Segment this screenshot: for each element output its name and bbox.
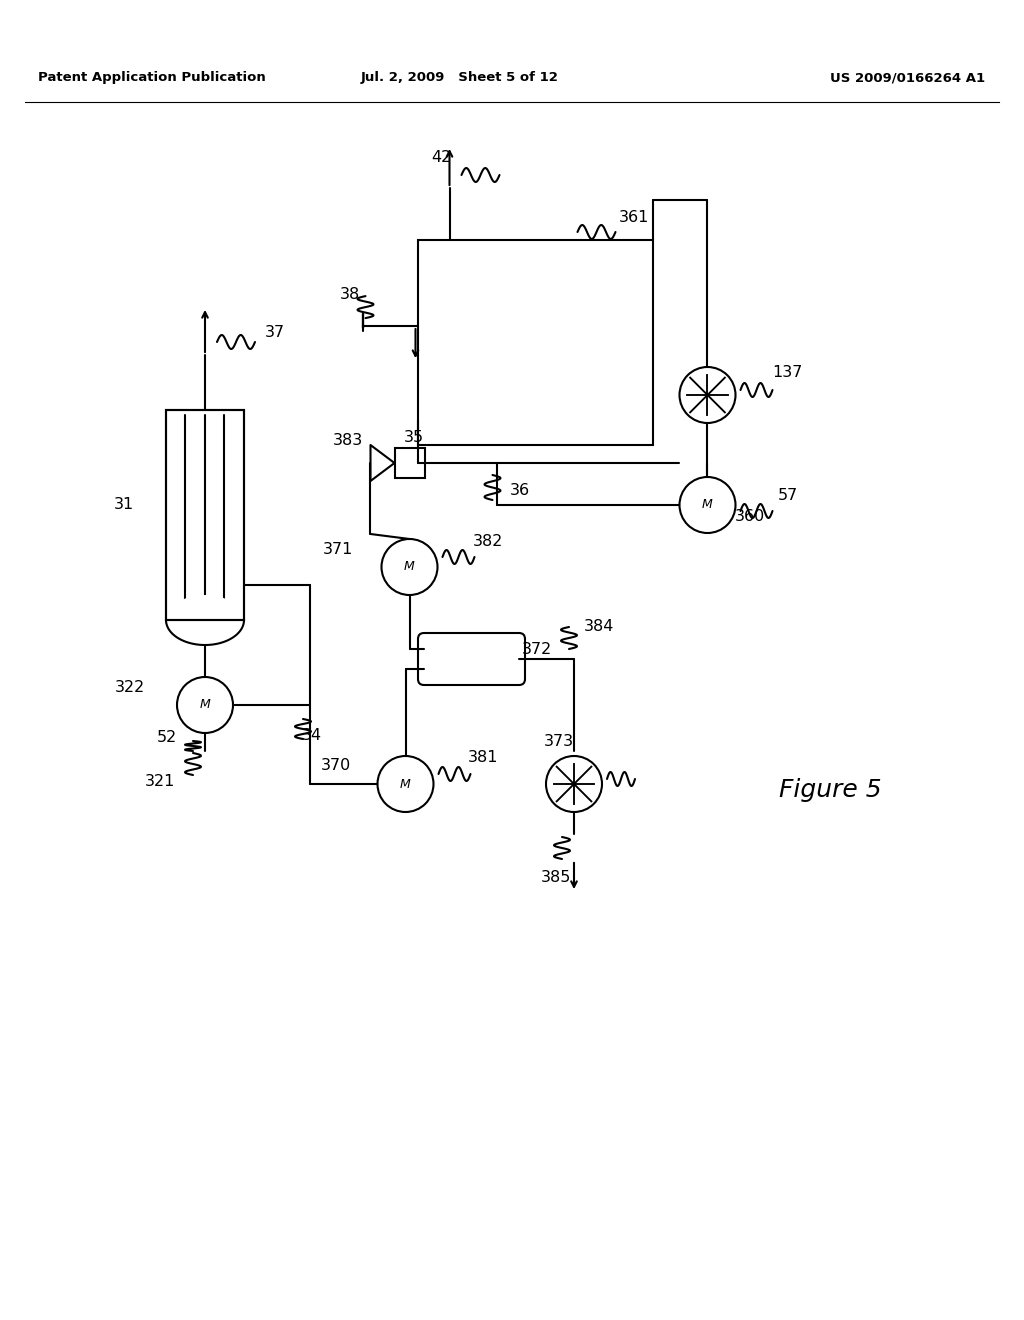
Text: 383: 383 [333, 433, 362, 447]
Text: 34: 34 [302, 727, 323, 742]
Text: 321: 321 [144, 774, 175, 788]
Text: 31: 31 [114, 498, 134, 512]
Text: 38: 38 [339, 286, 359, 301]
Text: Jul. 2, 2009   Sheet 5 of 12: Jul. 2, 2009 Sheet 5 of 12 [361, 71, 559, 84]
Text: Patent Application Publication: Patent Application Publication [38, 71, 266, 84]
Text: 372: 372 [522, 642, 552, 656]
Text: 373: 373 [544, 734, 574, 750]
Text: M: M [200, 698, 210, 711]
Text: M: M [404, 561, 415, 573]
Bar [394, 447, 425, 478]
Text: 37: 37 [265, 325, 285, 339]
Bar [418, 240, 652, 445]
Text: 35: 35 [403, 430, 424, 445]
Text: 370: 370 [321, 759, 350, 774]
Text: 52: 52 [157, 730, 177, 744]
Text: 322: 322 [115, 680, 145, 694]
Text: 57: 57 [777, 487, 798, 503]
Text: US 2009/0166264 A1: US 2009/0166264 A1 [829, 71, 985, 84]
Text: 384: 384 [584, 619, 614, 635]
Text: 361: 361 [620, 210, 649, 226]
Ellipse shape [166, 595, 244, 645]
Bar [166, 411, 244, 620]
Text: 382: 382 [472, 533, 503, 549]
Text: 385: 385 [541, 870, 571, 884]
Bar [166, 411, 244, 620]
Text: M: M [400, 777, 411, 791]
Text: M: M [702, 499, 713, 511]
Text: 371: 371 [323, 541, 352, 557]
Text: 381: 381 [468, 751, 499, 766]
Text: 360: 360 [734, 510, 765, 524]
Text: Figure 5: Figure 5 [778, 777, 882, 803]
Text: 137: 137 [772, 366, 803, 380]
Text: 36: 36 [509, 483, 529, 499]
Text: 42: 42 [431, 150, 452, 165]
